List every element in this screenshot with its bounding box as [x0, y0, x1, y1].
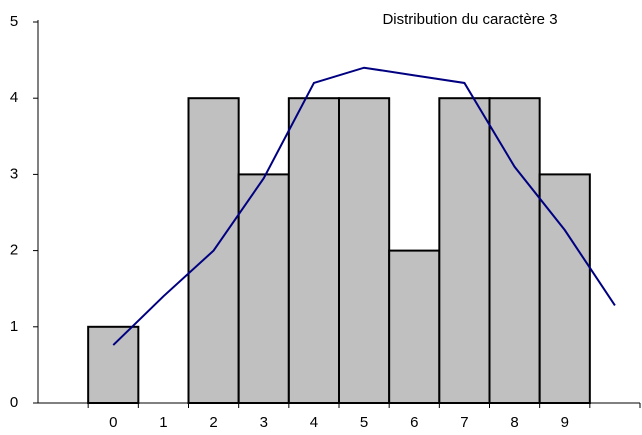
x-tick-label: 7: [460, 414, 468, 431]
bar: [438, 97, 491, 404]
x-tick-label: 6: [410, 414, 418, 431]
x-tick-label: 0: [109, 414, 117, 431]
bar: [388, 249, 441, 404]
chart-title: Distribution du caractère 3: [382, 11, 557, 28]
bar: [87, 325, 140, 404]
x-tick-label: 1: [159, 414, 167, 431]
y-tick-label: 4: [10, 89, 18, 106]
y-tick-label: 3: [10, 165, 18, 182]
y-tick-label: 1: [10, 318, 18, 335]
y-tick-label: 0: [10, 394, 18, 411]
x-tick-label: 3: [260, 414, 268, 431]
bar: [237, 173, 290, 404]
x-tick-label: 9: [561, 414, 569, 431]
x-tick-label: 4: [310, 414, 318, 431]
bar: [287, 97, 341, 404]
y-tick-label: 5: [10, 13, 18, 30]
y-tick-label: 2: [10, 242, 18, 259]
line: [112, 66, 616, 346]
bar: [538, 173, 591, 404]
x-tick-label: 8: [510, 414, 518, 431]
bar: [488, 97, 541, 404]
bar: [338, 97, 391, 404]
x-tick-label: 5: [360, 414, 368, 431]
x-tick-label: 2: [209, 414, 217, 431]
